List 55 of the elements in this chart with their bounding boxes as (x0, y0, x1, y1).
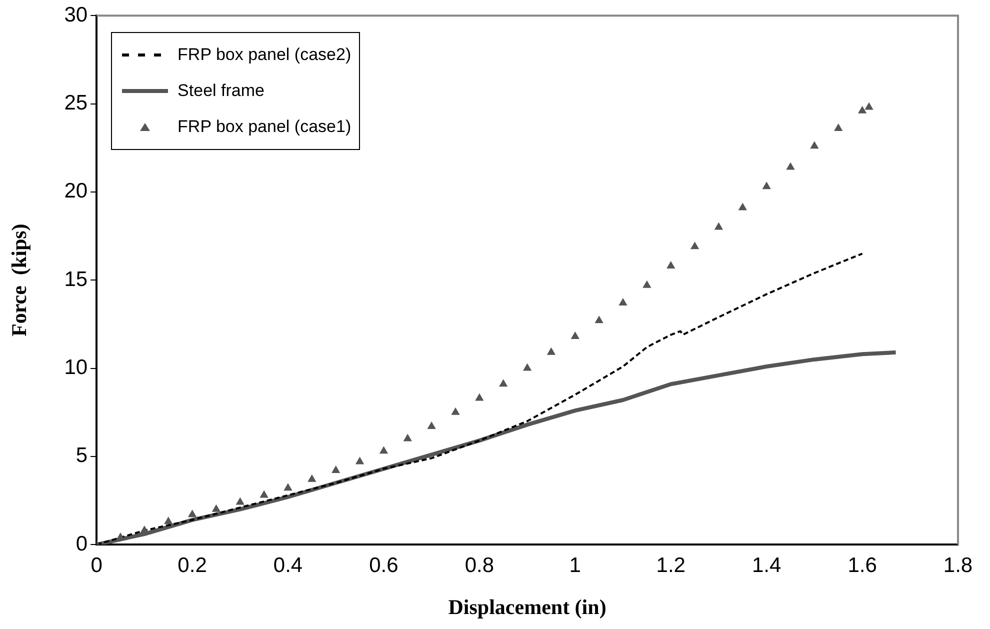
legend-label: Steel frame (178, 80, 264, 101)
point (690, 242, 699, 250)
point (356, 457, 364, 464)
y-axis-title: Force (kips) (7, 224, 32, 336)
point (380, 446, 388, 454)
legend-label: FRP box panel (case2) (178, 44, 352, 65)
point (619, 298, 627, 306)
point (738, 203, 747, 210)
y-tick-label: 0 (76, 532, 88, 556)
x-tick-label: 1.8 (943, 554, 973, 577)
point (547, 348, 556, 355)
point (762, 182, 771, 190)
point (140, 526, 148, 533)
y-tick-label: 15 (64, 268, 88, 291)
y-tick-label: 20 (64, 180, 88, 203)
point (858, 106, 866, 114)
point (212, 504, 220, 512)
x-tick-label: 0.8 (464, 554, 494, 577)
point (714, 222, 723, 230)
x-tick-label: 1.4 (752, 554, 782, 577)
point (236, 498, 244, 505)
point (332, 466, 340, 474)
y-tick-label: 5 (76, 444, 88, 468)
x-tick-label: 1.2 (656, 554, 686, 577)
point (571, 332, 580, 340)
x-tick-label: 0.2 (178, 554, 207, 577)
point (834, 124, 842, 131)
point (428, 422, 436, 429)
point (786, 162, 794, 170)
legend-label: FRP box panel (case1) (178, 116, 352, 137)
point (188, 510, 196, 518)
x-tick-label: 0.4 (273, 554, 303, 577)
point (308, 474, 316, 482)
point (452, 408, 460, 415)
point (499, 380, 508, 387)
point (666, 261, 675, 268)
point (164, 517, 172, 524)
x-tick-label: 0 (90, 554, 102, 577)
point (475, 394, 484, 401)
x-tick-label: 1.6 (848, 554, 877, 577)
point (810, 142, 818, 149)
x-tick-label: 0.6 (369, 554, 398, 577)
point (865, 102, 873, 110)
point (404, 434, 412, 442)
x-tick-label: 1 (569, 554, 581, 577)
x-axis-title: Displacement (in) (448, 594, 606, 619)
y-tick-label: 25 (64, 92, 88, 115)
point (116, 533, 124, 540)
y-tick-label: 10 (64, 356, 88, 380)
point (260, 490, 268, 498)
point (523, 364, 532, 371)
point (595, 316, 604, 324)
y-tick-label: 30 (64, 3, 88, 26)
point (642, 280, 651, 288)
point (284, 484, 292, 491)
